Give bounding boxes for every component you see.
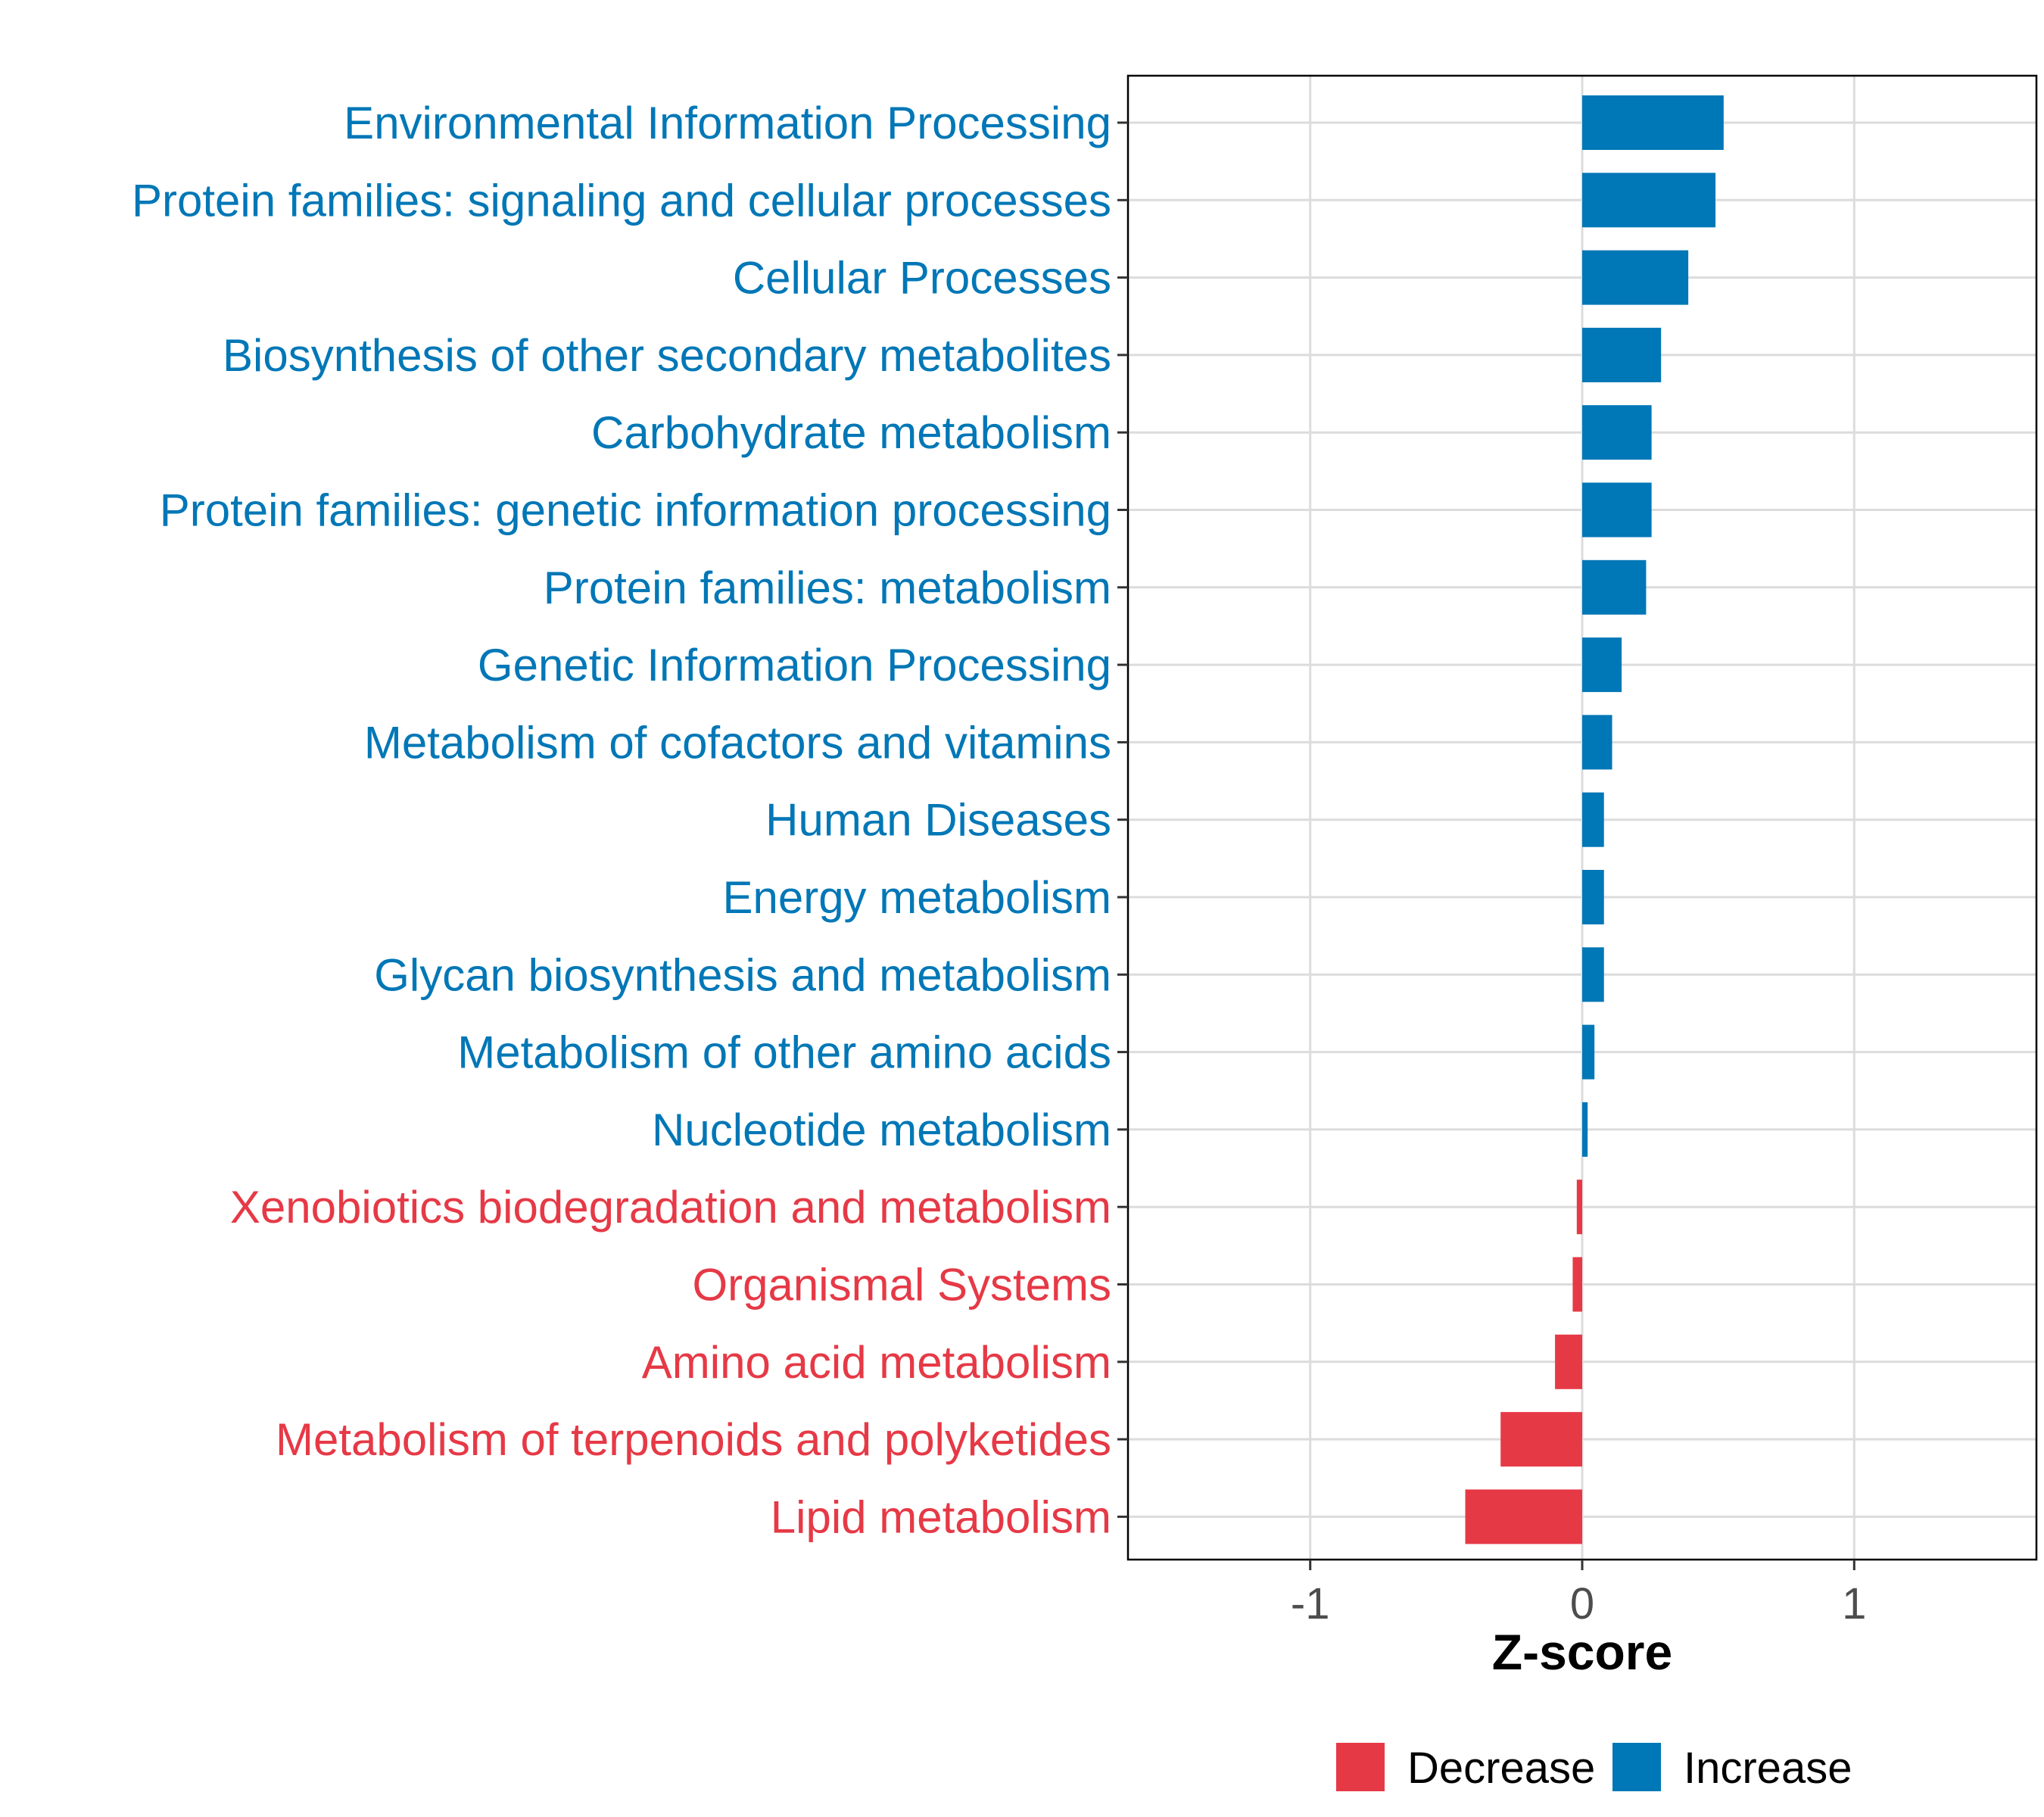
category-label: Metabolism of other amino acids [457, 1027, 1111, 1078]
category-label: Amino acid metabolism [642, 1337, 1111, 1388]
x-tick-label: -1 [1291, 1579, 1330, 1628]
category-label: Energy metabolism [722, 872, 1111, 923]
legend-label-decrease: Decrease [1407, 1744, 1595, 1793]
category-label: Human Diseases [765, 795, 1111, 846]
category-label: Cellular Processes [733, 253, 1111, 304]
bar [1582, 250, 1689, 305]
bar [1582, 947, 1604, 1002]
bar [1582, 559, 1647, 615]
bar [1582, 792, 1604, 847]
category-label: Nucleotide metabolism [652, 1105, 1111, 1155]
bar [1582, 870, 1604, 924]
category-label: Metabolism of terpenoids and polyketides [276, 1414, 1111, 1465]
bar [1582, 1024, 1595, 1080]
bar [1576, 1180, 1582, 1235]
category-label: Protein families: genetic information pr… [160, 485, 1111, 536]
category-labels: Environmental Information Processing Prot… [132, 98, 1111, 1542]
bar [1582, 95, 1724, 150]
category-label: Carbohydrate metabolism [591, 407, 1111, 458]
category-label: Organismal Systems [693, 1260, 1111, 1311]
category-label: Biosynthesis of other secondary metaboli… [223, 330, 1111, 381]
bar [1582, 405, 1652, 460]
bar [1572, 1257, 1582, 1312]
category-label: Metabolism of cofactors and vitamins [364, 717, 1111, 768]
bar [1500, 1412, 1582, 1467]
category-label: Protein families: metabolism [544, 563, 1111, 613]
legend-swatch-increase [1612, 1743, 1661, 1791]
bars [1465, 95, 1724, 1544]
y-ticks [1117, 121, 1128, 1518]
bar [1465, 1489, 1582, 1544]
category-label: Genetic Information Processing [478, 640, 1111, 690]
bar [1582, 327, 1662, 382]
category-label: Environmental Information Processing [344, 98, 1111, 148]
category-label: Xenobiotics biodegradation and metabolis… [230, 1182, 1111, 1233]
category-label: Protein families: signaling and cellular… [132, 175, 1111, 226]
legend-swatch-decrease [1336, 1743, 1385, 1791]
bar [1582, 637, 1622, 693]
legend-label-increase: Increase [1684, 1744, 1852, 1793]
x-tick-label: 1 [1842, 1579, 1866, 1628]
bar [1582, 1102, 1588, 1157]
legend: Decrease Increase [1336, 1743, 1852, 1793]
bar [1582, 173, 1716, 228]
bar [1582, 482, 1652, 538]
x-tick-label: 0 [1570, 1579, 1594, 1628]
category-label: Glycan biosynthesis and metabolism [374, 949, 1111, 1000]
category-label: Lipid metabolism [771, 1491, 1111, 1542]
bar [1555, 1334, 1582, 1389]
x-ticks: -1 0 1 [1291, 1560, 1866, 1628]
bar [1582, 715, 1612, 770]
x-axis-title: Z-score [1492, 1624, 1672, 1680]
